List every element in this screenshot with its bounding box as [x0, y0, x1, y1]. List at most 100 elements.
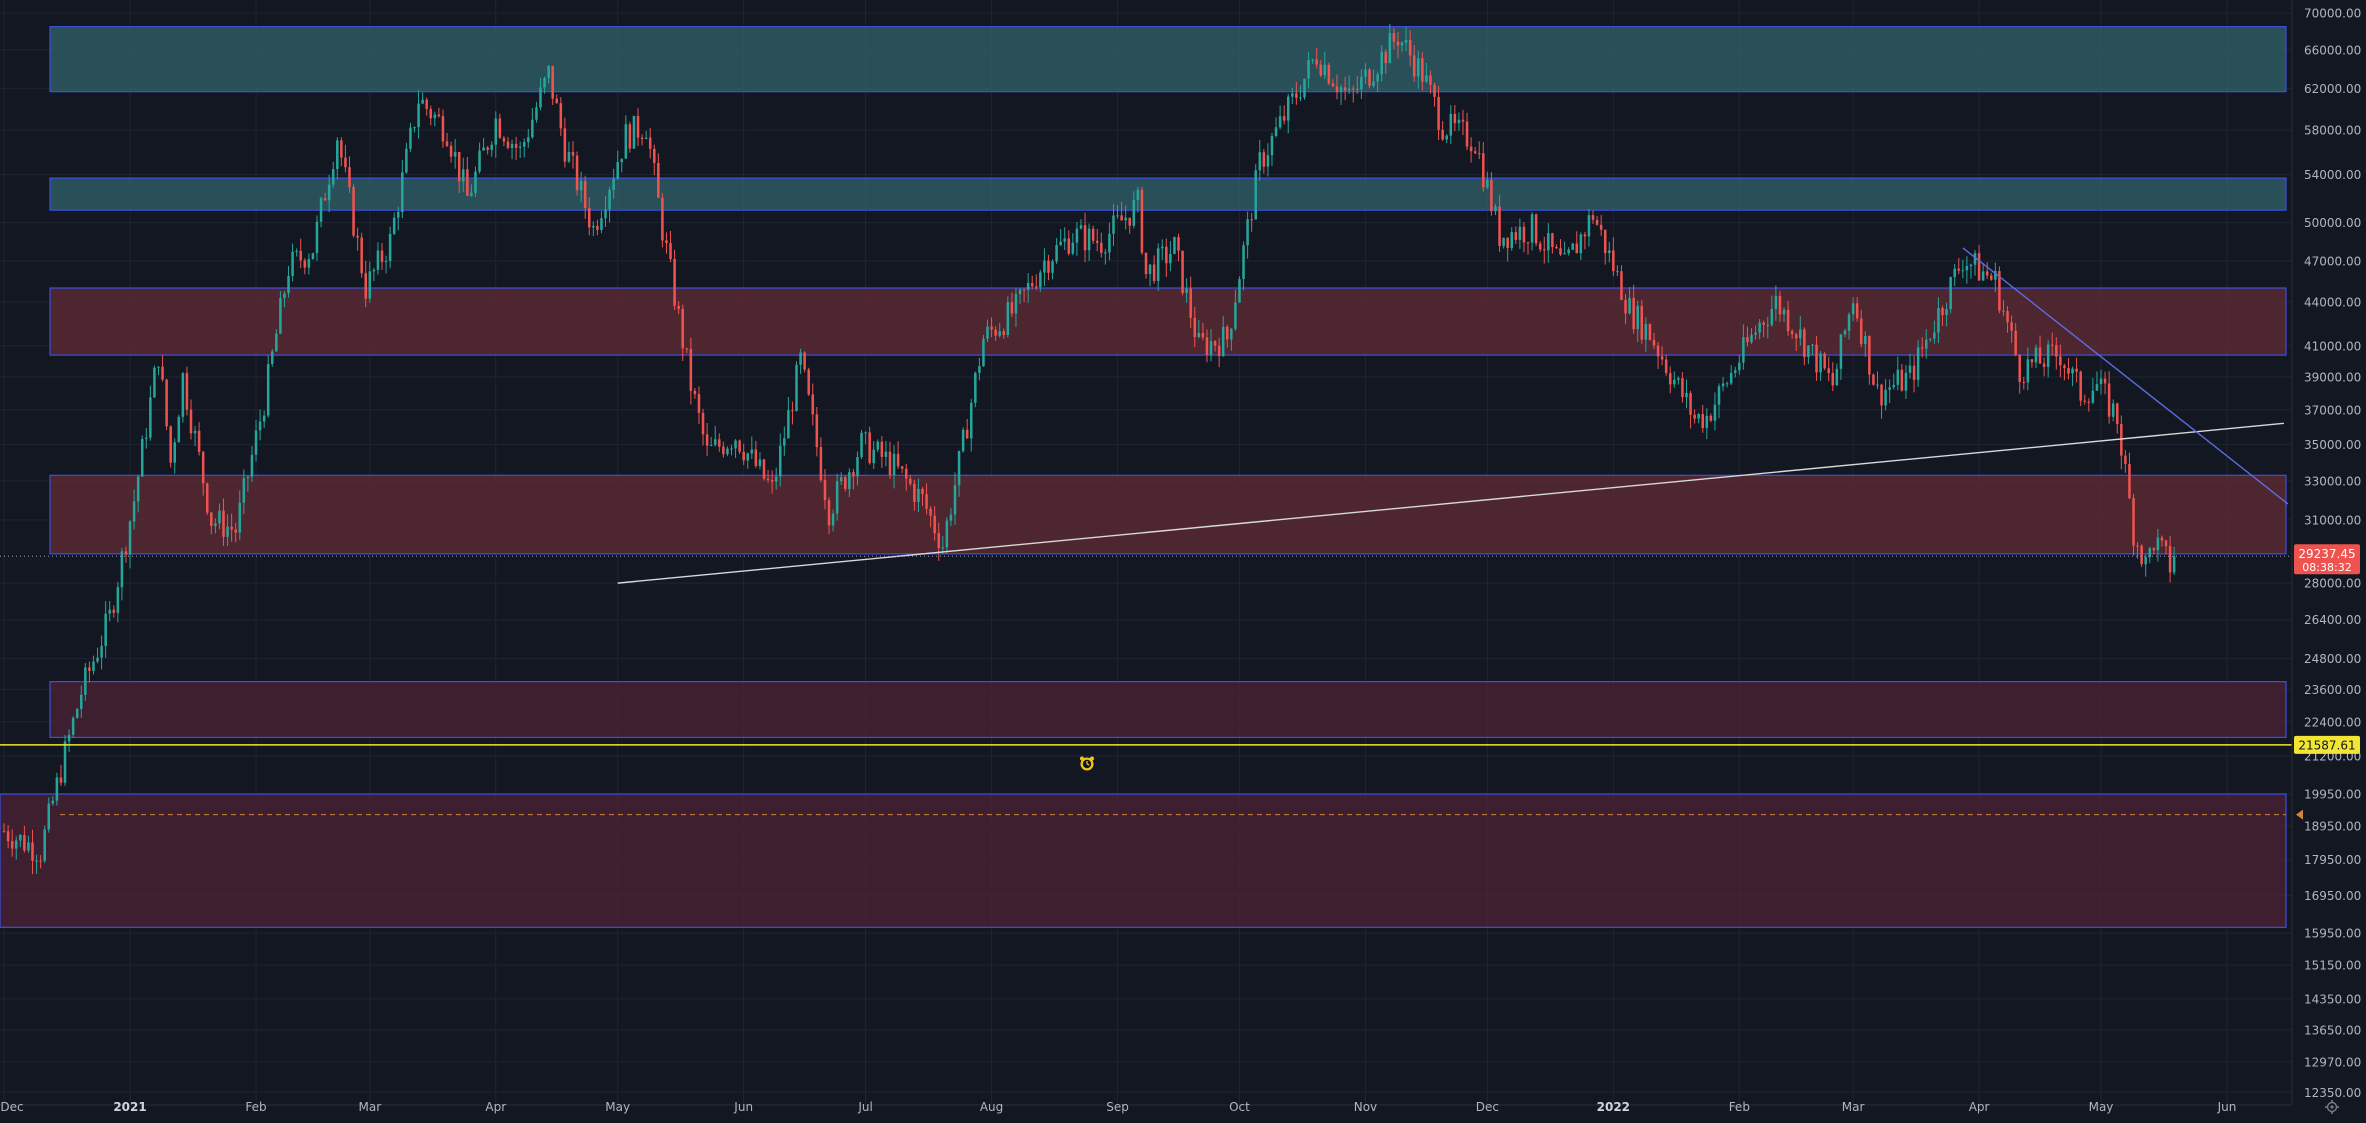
- candle: [124, 546, 128, 563]
- candle: [474, 166, 477, 197]
- time-axis[interactable]: Dec 2021 Feb Mar Apr May Jun Jul Aug Sep Oct Nov Dec…: [0, 1100, 2236, 1114]
- price-tick-label: 14350.00: [2304, 992, 2361, 1006]
- candle: [547, 64, 550, 84]
- candle: [2148, 547, 2152, 564]
- candle: [778, 433, 782, 487]
- candle: [1238, 276, 1241, 303]
- candle: [348, 156, 351, 193]
- candle: [2046, 340, 2050, 378]
- candle: [787, 397, 790, 439]
- candle: [693, 387, 697, 399]
- candle: [1144, 252, 1148, 279]
- candle: [1347, 75, 1351, 94]
- candle: [616, 150, 619, 180]
- time-axis-panel[interactable]: [0, 1105, 2366, 1119]
- price-tick-label: 24800.00: [2304, 652, 2361, 666]
- candle: [1514, 226, 1518, 244]
- candle: [27, 835, 30, 853]
- settings-gear-icon[interactable]: [2325, 1100, 2339, 1114]
- time-tick-label: Apr: [485, 1100, 506, 1114]
- candle: [636, 108, 640, 147]
- candle: [1339, 84, 1343, 105]
- candle: [677, 301, 680, 315]
- candle: [140, 435, 144, 477]
- rising-support-line[interactable]: [617, 422, 2284, 584]
- candle: [1559, 239, 1562, 256]
- candle: [2172, 546, 2176, 575]
- candle: [758, 452, 762, 470]
- price-tick-label: 66000.00: [2304, 43, 2361, 57]
- current-price-label: 29237.45: [2298, 547, 2355, 561]
- resistance-zone-top[interactable]: [49, 26, 2287, 93]
- candle: [1973, 250, 1977, 276]
- zone-middle[interactable]: [49, 287, 2287, 356]
- candle: [413, 126, 416, 133]
- descending-trendline[interactable]: [1962, 247, 2289, 505]
- price-axis[interactable]: 70000.00 66000.00 62000.00 58000.00 54000.00…: [2296, 7, 2361, 1100]
- candle: [1766, 316, 1770, 339]
- candle: [750, 436, 754, 460]
- candle: [173, 438, 177, 474]
- level-marker-icon: [2296, 809, 2303, 820]
- candle: [1648, 323, 1652, 341]
- candle: [644, 130, 648, 140]
- candle: [689, 337, 693, 405]
- candle: [620, 158, 624, 173]
- candle: [535, 101, 538, 123]
- candle: [1746, 326, 1749, 347]
- candle: [1965, 256, 1969, 284]
- candle: [884, 440, 888, 467]
- candle: [957, 450, 961, 497]
- candle: [734, 439, 737, 458]
- zone-low[interactable]: [49, 681, 2287, 738]
- candle: [1160, 239, 1164, 260]
- candle: [1859, 309, 1863, 348]
- zone-lower[interactable]: [49, 474, 2287, 555]
- price-tick-label: 15150.00: [2304, 959, 2361, 973]
- candle: [1217, 337, 1221, 368]
- candle: [2038, 335, 2042, 364]
- candle: [136, 474, 140, 513]
- candle: [766, 469, 770, 483]
- candle: [2063, 363, 2066, 381]
- price-tick-label: 31000.00: [2304, 513, 2361, 527]
- candle: [462, 157, 465, 192]
- candle: [1449, 105, 1453, 145]
- candle: [953, 472, 957, 525]
- candle: [1985, 262, 1989, 280]
- candle: [1644, 317, 1648, 352]
- candle: [945, 517, 949, 554]
- candle: [583, 175, 587, 219]
- candle: [791, 401, 794, 425]
- time-tick-label: 2022: [1597, 1100, 1630, 1114]
- candle: [2010, 315, 2013, 343]
- candle: [441, 109, 445, 148]
- candle: [799, 348, 802, 375]
- candle: [193, 426, 197, 447]
- resistance-zone-upper[interactable]: [49, 177, 2287, 211]
- candle: [14, 836, 18, 860]
- candle: [1510, 227, 1514, 251]
- candle: [673, 249, 676, 310]
- candle: [315, 215, 319, 261]
- candle: [161, 355, 164, 382]
- alarm-clock-icon[interactable]: [1080, 756, 1094, 771]
- candle: [1246, 211, 1249, 259]
- zone-bottom[interactable]: [0, 793, 2287, 928]
- candle: [364, 260, 368, 308]
- candle: [648, 128, 652, 159]
- candle: [55, 772, 59, 806]
- candle: [1608, 241, 1611, 263]
- candle: [1945, 302, 1948, 327]
- drawn-lines[interactable]: [0, 247, 2292, 816]
- candle: [271, 349, 274, 367]
- candle: [35, 854, 38, 874]
- candle: [1677, 376, 1680, 385]
- candle: [1937, 297, 1940, 344]
- candle: [795, 361, 798, 412]
- candle: [214, 518, 217, 534]
- candle: [1408, 30, 1412, 67]
- candle: [1059, 228, 1062, 247]
